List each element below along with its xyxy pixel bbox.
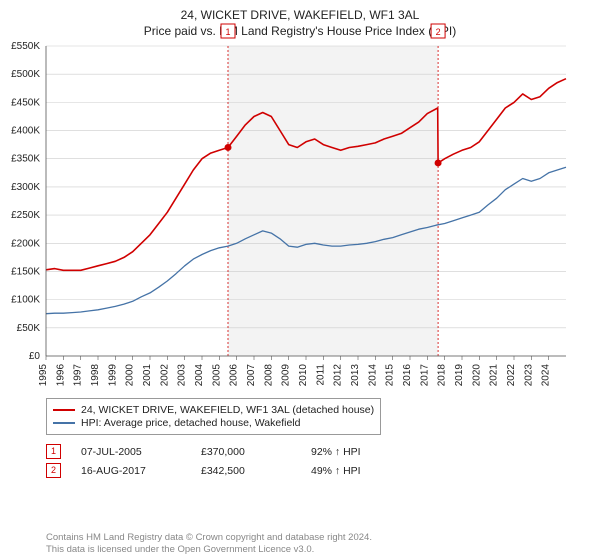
y-tick-label: £350K [11, 154, 40, 165]
footer-line-2: This data is licensed under the Open Gov… [46, 544, 372, 556]
y-tick-label: £200K [11, 238, 40, 249]
sale-row-marker: 1 [46, 444, 61, 459]
sale-row-date: 07-JUL-2005 [81, 446, 201, 458]
x-tick-label: 2002 [159, 364, 170, 387]
legend-label: HPI: Average price, detached house, Wake… [81, 417, 300, 429]
y-tick-label: £550K [11, 41, 40, 52]
sale-row-hpi: 92% ↑ HPI [311, 446, 451, 458]
y-tick-label: £150K [11, 266, 40, 277]
y-tick-label: £0 [29, 351, 41, 362]
x-tick-label: 2014 [367, 364, 378, 387]
footer-text: Contains HM Land Registry data © Crown c… [46, 532, 372, 556]
sale-row-price: £342,500 [201, 465, 311, 477]
sale-dot [435, 159, 442, 166]
x-tick-label: 2008 [263, 364, 274, 387]
x-tick-label: 2011 [315, 364, 326, 386]
x-tick-label: 2004 [194, 364, 205, 387]
x-tick-label: 2012 [333, 364, 344, 387]
sale-row: 1 07-JUL-2005£370,00092% ↑ HPI [46, 444, 566, 459]
x-tick-label: 2024 [541, 364, 552, 387]
y-tick-label: £450K [11, 97, 40, 108]
x-tick-label: 2015 [385, 364, 396, 387]
legend: 24, WICKET DRIVE, WAKEFIELD, WF1 3AL (de… [46, 398, 381, 435]
sale-row-date: 16-AUG-2017 [81, 465, 201, 477]
chart-shaded-region [228, 46, 438, 356]
y-tick-label: £300K [11, 182, 40, 193]
page-title: 24, WICKET DRIVE, WAKEFIELD, WF1 3AL Pri… [0, 0, 600, 39]
legend-row: HPI: Average price, detached house, Wake… [53, 417, 374, 429]
y-tick-label: £500K [11, 69, 40, 80]
y-tick-label: £400K [11, 126, 40, 137]
x-tick-label: 2022 [506, 364, 517, 387]
x-tick-label: 2023 [523, 364, 534, 387]
sale-row-marker: 2 [46, 463, 61, 478]
legend-swatch [53, 422, 75, 424]
x-tick-label: 2020 [471, 364, 482, 387]
sales-table: 1 07-JUL-2005£370,00092% ↑ HPI 2 16-AUG-201… [46, 440, 566, 482]
x-tick-label: 2007 [246, 364, 257, 387]
x-tick-label: 1995 [38, 364, 49, 387]
x-tick-label: 2021 [489, 364, 500, 387]
sale-marker-num: 2 [436, 27, 441, 37]
x-tick-label: 2016 [402, 364, 413, 387]
y-tick-label: £100K [11, 295, 40, 306]
x-tick-label: 2005 [211, 364, 222, 387]
legend-label: 24, WICKET DRIVE, WAKEFIELD, WF1 3AL (de… [81, 404, 374, 416]
y-tick-label: £50K [17, 323, 41, 334]
x-tick-label: 2000 [125, 364, 136, 387]
x-tick-label: 2010 [298, 364, 309, 387]
y-tick-label: £250K [11, 210, 40, 221]
x-tick-label: 2017 [419, 364, 430, 387]
title-line-2: Price paid vs. HM Land Registry's House … [0, 24, 600, 40]
x-tick-label: 2003 [177, 364, 188, 387]
x-tick-label: 1998 [90, 364, 101, 387]
x-tick-label: 2018 [437, 364, 448, 387]
footer-line-1: Contains HM Land Registry data © Crown c… [46, 532, 372, 544]
sale-marker-num: 1 [225, 27, 230, 37]
price-chart: £0£50K£100K£150K£200K£250K£300K£350K£400… [46, 46, 566, 356]
sale-row-hpi: 49% ↑ HPI [311, 465, 451, 477]
x-tick-label: 2009 [281, 364, 292, 387]
sale-row-price: £370,000 [201, 446, 311, 458]
sale-dot [225, 144, 232, 151]
x-tick-label: 1999 [107, 364, 118, 387]
legend-swatch [53, 409, 75, 411]
x-tick-label: 2006 [229, 364, 240, 387]
x-tick-label: 2013 [350, 364, 361, 387]
sale-row: 2 16-AUG-2017£342,50049% ↑ HPI [46, 463, 566, 478]
title-line-1: 24, WICKET DRIVE, WAKEFIELD, WF1 3AL [0, 8, 600, 24]
x-tick-label: 1997 [73, 364, 84, 387]
x-tick-label: 1996 [55, 364, 66, 387]
legend-row: 24, WICKET DRIVE, WAKEFIELD, WF1 3AL (de… [53, 404, 374, 416]
x-tick-label: 2001 [142, 364, 153, 387]
x-tick-label: 2019 [454, 364, 465, 387]
